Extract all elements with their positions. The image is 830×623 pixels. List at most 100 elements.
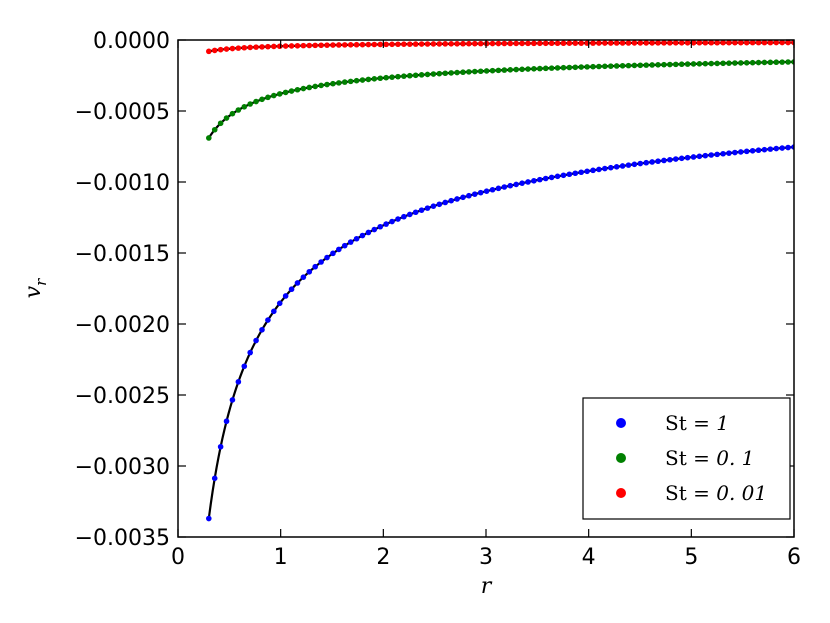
data-point <box>341 242 348 249</box>
data-point <box>554 65 561 71</box>
data-point <box>607 164 614 171</box>
data-point <box>282 293 289 299</box>
data-point <box>513 66 519 73</box>
data-point <box>702 40 709 46</box>
data-point <box>347 42 354 48</box>
legend-label-equals: = <box>687 411 716 435</box>
data-point <box>460 69 466 76</box>
data-point <box>501 184 508 190</box>
data-point <box>761 40 768 46</box>
data-point <box>596 166 602 173</box>
data-point <box>383 41 389 48</box>
data-point <box>578 40 584 46</box>
data-point <box>460 40 466 47</box>
data-point <box>501 40 508 47</box>
data-point <box>619 163 626 169</box>
legend-label: St = 0. 01 <box>665 481 767 505</box>
data-point <box>265 317 271 323</box>
legend-label-value: 0. 1 <box>716 446 754 470</box>
data-point <box>489 40 496 47</box>
data-point <box>578 64 584 70</box>
data-point <box>761 59 768 66</box>
data-point <box>336 42 342 48</box>
data-point <box>241 44 248 51</box>
data-point <box>720 60 726 67</box>
data-point <box>519 40 525 47</box>
data-point <box>655 40 661 46</box>
data-point <box>430 71 437 77</box>
data-point <box>206 48 212 55</box>
data-point <box>223 418 230 425</box>
data-point <box>507 40 514 47</box>
data-point <box>714 60 720 67</box>
legend-label-name: St <box>665 481 687 505</box>
data-point <box>572 64 579 71</box>
data-point <box>442 70 449 77</box>
data-point <box>377 223 384 230</box>
data-point <box>548 40 555 47</box>
data-point <box>430 203 437 209</box>
y-tick-label: −0.0020 <box>75 313 170 338</box>
data-point <box>667 61 673 68</box>
data-point <box>602 165 608 172</box>
data-point <box>554 40 561 47</box>
data-point <box>625 162 632 168</box>
data-point <box>637 160 644 167</box>
data-point <box>507 182 514 189</box>
data-point <box>306 268 313 275</box>
data-point <box>708 152 715 158</box>
data-point <box>330 80 336 87</box>
data-point <box>643 159 650 166</box>
data-point <box>525 66 531 72</box>
data-point <box>537 65 543 72</box>
data-point <box>602 63 608 70</box>
data-point <box>359 77 366 83</box>
data-point <box>324 254 330 261</box>
data-point <box>424 41 431 47</box>
data-point <box>542 65 549 72</box>
data-point <box>418 207 425 213</box>
data-point <box>217 46 224 53</box>
data-point <box>619 40 626 46</box>
data-point <box>773 40 780 46</box>
data-point <box>714 151 720 158</box>
data-point <box>383 74 389 81</box>
data-point <box>306 84 313 91</box>
data-point <box>779 59 785 65</box>
data-point <box>341 42 348 48</box>
data-point <box>359 232 366 239</box>
data-point <box>649 40 655 46</box>
fit-line <box>207 60 794 139</box>
data-point <box>306 42 313 49</box>
data-point <box>542 175 549 182</box>
data-point <box>371 226 378 233</box>
data-point <box>288 286 295 293</box>
y-tick-label: −0.0035 <box>75 526 170 551</box>
data-point <box>773 59 780 66</box>
data-point <box>259 96 265 103</box>
data-point <box>773 145 780 152</box>
data-point <box>412 41 419 47</box>
data-point <box>590 167 596 174</box>
x-tick-label: 0 <box>171 545 185 570</box>
data-point <box>217 120 224 127</box>
data-point <box>276 300 283 307</box>
data-point <box>613 63 620 69</box>
data-point <box>548 174 555 181</box>
x-tick-label: 5 <box>684 545 698 570</box>
data-point <box>637 40 644 46</box>
data-point <box>696 153 703 160</box>
data-point <box>566 171 573 178</box>
data-point <box>513 40 519 47</box>
data-point <box>779 40 785 46</box>
data-point <box>241 104 248 110</box>
data-point <box>371 76 378 82</box>
data-point <box>454 196 460 202</box>
data-point <box>436 70 443 77</box>
data-point <box>519 180 525 186</box>
data-point <box>761 146 768 153</box>
data-point <box>235 45 242 51</box>
data-point <box>495 67 502 74</box>
data-point <box>649 62 655 68</box>
data-point <box>501 67 508 73</box>
